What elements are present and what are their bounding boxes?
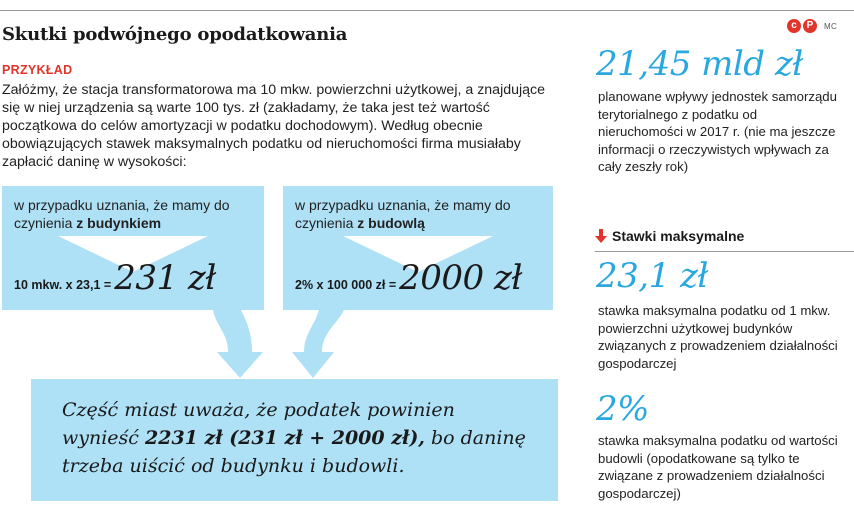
result-sum: 2231 zł (231 zł + 2000 zł),	[145, 427, 425, 449]
top-rule	[0, 10, 854, 11]
result-part2: bo daninę trzeba uiścić od budynku i bud…	[62, 427, 526, 477]
case-building-intro: w przypadku uznania, że mamy do czynieni…	[14, 197, 230, 231]
case-structure-intro: w przypadku uznania, że mamy do czynieni…	[295, 197, 511, 231]
page-title: Skutki podwójnego opodatkowania	[2, 24, 348, 45]
revenue-desc: planowane wpływy jednostek samorządu ter…	[598, 89, 837, 174]
example-text: Załóżmy, że stacja transformatorowa ma 1…	[2, 82, 546, 170]
case-building-box: w przypadku uznania, że mamy do czynieni…	[2, 186, 264, 310]
case-building-expression: 10 mkw. x 23,1 =	[14, 278, 112, 292]
case-structure-box: w przypadku uznania, że mamy do czynieni…	[283, 186, 553, 310]
left-flow-arrow	[212, 300, 263, 378]
right-flow-arrow	[292, 300, 346, 378]
result-part1: Część miast uważa, że podatek powinien w…	[62, 399, 455, 449]
case-structure-value: 2000 zł	[399, 258, 522, 298]
rate-item-structure: 2%	[596, 389, 854, 429]
case-structure-text: w przypadku uznania, że mamy do czynieni…	[295, 196, 553, 232]
result-box: Część miast uważa, że podatek powinien w…	[31, 379, 558, 501]
rates-title: Stawki maksymalne	[612, 228, 745, 244]
copyright-p-icon: P	[803, 19, 817, 33]
case-building-value: 231 zł	[114, 258, 216, 298]
rate-building-desc: stawka maksymalna podatku od 1 mkw. powi…	[598, 303, 838, 371]
case-building-emphasis: z budynkiem	[76, 215, 162, 231]
arrow-down-icon	[595, 229, 607, 243]
copyright-c-icon: c	[787, 19, 801, 33]
result-text: Część miast uważa, że podatek powinien w…	[62, 396, 532, 480]
building-pointer-icon	[58, 236, 208, 272]
publisher-logos: c P MC	[787, 19, 837, 33]
revenue-value: 21,45 mld zł	[596, 44, 803, 84]
rates-divider	[595, 251, 854, 252]
structure-pointer-icon	[343, 236, 493, 272]
rate-building-value: 23,1 zł	[596, 256, 708, 296]
rate-structure-desc: stawka maksymalna podatku od wartości bu…	[598, 433, 838, 501]
rate-structure-value: 2%	[596, 389, 649, 429]
rates-header: Stawki maksymalne	[595, 228, 744, 244]
case-structure-expression: 2% x 100 000 zł =	[295, 278, 397, 292]
case-structure-emphasis: z budowlą	[357, 215, 425, 231]
example-label: PRZYKŁAD	[2, 63, 73, 77]
revenue-block: 21,45 mld zł	[596, 44, 854, 84]
rate-item-building: 23,1 zł	[596, 256, 854, 296]
case-structure-calc: 2% x 100 000 zł = 2000 zł	[295, 258, 522, 298]
case-building-calc: 10 mkw. x 23,1 = 231 zł	[14, 258, 216, 298]
case-building-text: w przypadku uznania, że mamy do czynieni…	[14, 196, 264, 232]
author-initials: MC	[824, 21, 838, 31]
